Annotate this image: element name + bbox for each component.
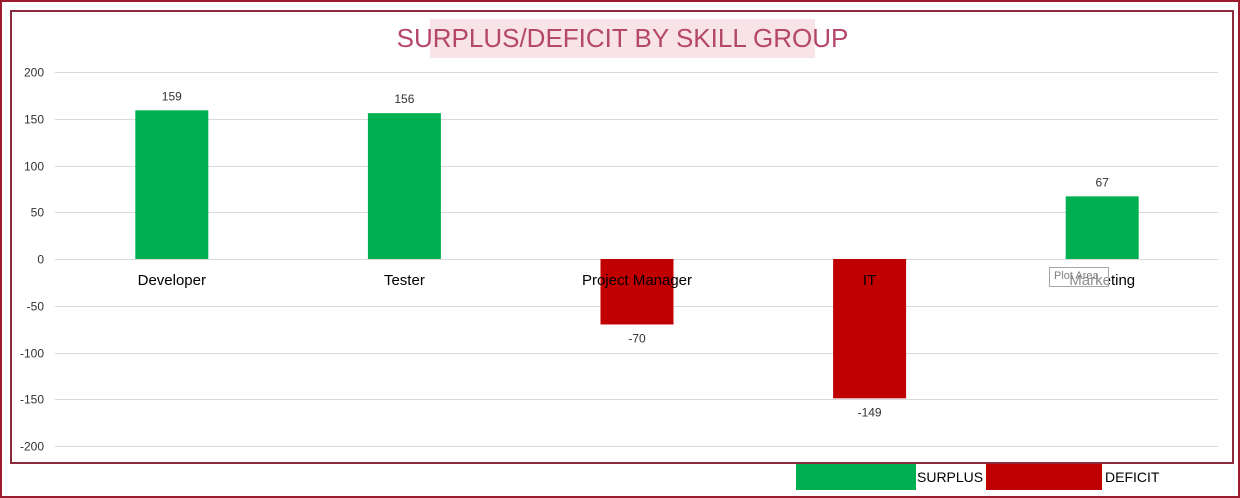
legend-label-surplus: SURPLUS — [917, 469, 984, 485]
y-tick-label: 50 — [31, 206, 45, 220]
category-label: IT — [863, 272, 876, 289]
bar-project-manager[interactable] — [600, 259, 674, 325]
chart-title-box[interactable]: SURPLUS/DEFICIT BY SKILL GROUP — [397, 19, 848, 58]
chart-area[interactable] — [10, 10, 1234, 464]
y-tick-label: 200 — [24, 66, 44, 80]
bar-it[interactable] — [833, 259, 907, 399]
y-tick-label: -200 — [20, 440, 44, 454]
y-axis: 200 150 100 50 0 -50 -100 -150 -200 — [20, 66, 44, 454]
data-label: -149 — [858, 405, 882, 419]
y-tick-label: -50 — [27, 300, 45, 314]
category-label: Tester — [384, 272, 425, 289]
legend-swatch-deficit — [986, 464, 1102, 490]
bars — [135, 110, 1139, 399]
bar-marketing[interactable] — [1065, 196, 1139, 259]
y-tick-label: -150 — [20, 393, 44, 407]
bar-tester[interactable] — [367, 113, 441, 259]
chart-title: SURPLUS/DEFICIT BY SKILL GROUP — [396, 23, 849, 53]
bar-developer[interactable] — [135, 110, 209, 260]
y-tick-label: 0 — [37, 253, 44, 267]
data-label: 156 — [394, 92, 414, 106]
legend-swatch-surplus — [796, 464, 916, 490]
data-label: -70 — [628, 331, 646, 345]
category-label: Project Manager — [582, 272, 692, 289]
y-tick-label: 100 — [24, 160, 44, 174]
category-label: Developer — [138, 272, 206, 289]
data-label: 67 — [1096, 175, 1110, 189]
plot-area-tooltip: Plot Area — [1049, 267, 1109, 287]
y-tick-label: -100 — [20, 347, 44, 361]
legend-label-deficit: DEFICIT — [1105, 469, 1160, 485]
y-tick-label: 150 — [24, 113, 44, 127]
data-labels: 159 156 -70 -149 67 — [162, 89, 1109, 419]
data-label: 159 — [162, 89, 182, 103]
